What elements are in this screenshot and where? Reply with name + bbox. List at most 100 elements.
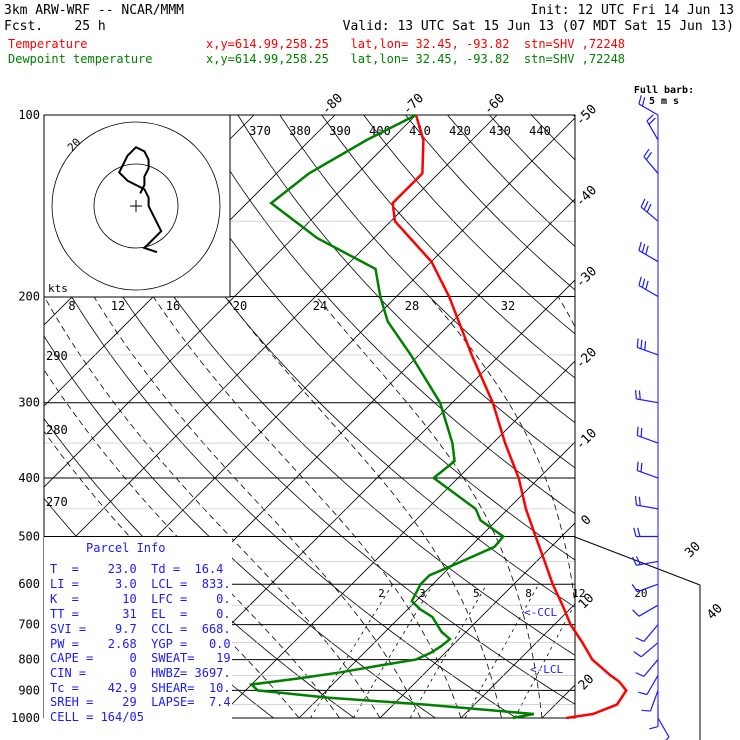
wind-barb-flag [649,725,659,730]
isotherm-line [44,115,336,407]
wind-barb [636,398,659,404]
wind-barb-flag [634,389,637,399]
pressure-tick-label: 300 [18,396,40,410]
parcel-row: SVI = 9.7 CCL = 668. [50,622,231,636]
isotherm-label: -40 [573,183,600,210]
wind-barb-flag [646,114,654,122]
pressure-tick-label: 500 [18,529,40,543]
mixing-ratio-label: 2 [378,587,385,600]
mixing-ratio-label: 20 [634,587,647,600]
hodograph-speed-label: 32 [501,299,515,313]
side-theta-label: 280 [46,423,68,437]
theta-label: 420 [449,124,471,138]
plot-frame [43,114,576,719]
mixing-ratio-label: 3 [419,587,426,600]
isotherm-line [44,115,498,569]
moist-adiabat-line [704,297,740,719]
parcel-row: T = 23.0 Td = 16.4 [50,562,223,576]
wind-barb [637,583,659,593]
wind-barb [636,504,659,510]
hodograph: 20 [43,114,231,298]
wind-barb [646,120,659,141]
sounding-traces [248,113,628,720]
wind-barb-flag [636,461,639,471]
isotherm-label: -80 [319,91,346,118]
wind-barb [649,690,659,712]
parcel-row: CIN = 0 HWBZ= 3697. [50,666,231,680]
mixing-ratio-label: 8 [525,587,532,600]
dewpoint-trace [248,113,535,720]
wind-barb [637,346,659,356]
wind-barb-flag [646,203,652,213]
dry-adiabat-line [699,115,740,718]
wind-barb [638,250,659,263]
theta-label: 430 [489,124,511,138]
mixing-ratio-line [464,584,540,718]
isotherm-line [0,115,11,718]
wind-barb [638,285,659,298]
parcel-row: TT = 31 EL = 0. [50,607,231,621]
lcl-annotation: <-LCL [530,663,563,676]
parcel-info-panel: Parcel Info T = 23.0 Td = 16.4 LI = 3.0 … [44,537,232,727]
wind-barb [643,624,659,642]
wind-barb-flag [643,148,650,157]
isotherm-label: -30 [573,264,600,291]
parcel-row: PW = 2.68 YGP = 0.0 [50,637,231,651]
parcel-row: Tc = 42.9 SHEAR= 10. [50,681,231,695]
mixing-ratio-line [310,583,393,718]
parcel-row: LI = 3.0 LCL = 833. [50,577,231,591]
dry-adiabat-line [153,115,575,561]
moist-adiabat-line [428,296,575,608]
isotherm-line [298,441,575,718]
legend-dewpoint-location: x,y=614.99,258.25 lat,lon= 32.45, -93.82… [206,52,625,66]
wind-barb [646,675,659,695]
wind-barb-flag [638,276,642,286]
wind-barb-flag [631,584,638,593]
pressure-tick-label: 800 [18,653,40,667]
wind-barb-flag [640,427,643,437]
wind-barb-flag [645,245,649,255]
theta-label: 440 [529,124,551,138]
parcel-row: SREH = 29 LAPSE= 7.4 [50,695,231,709]
wind-barb-flag [641,709,651,712]
moist-adiabat-line [44,368,340,718]
barb-legend-unit: 5 m s [649,96,679,107]
wind-barb [657,717,670,738]
legend-temperature: Temperature [8,37,87,51]
wind-barbs [631,95,670,740]
wind-barb-flag [645,151,653,160]
moist-adiabat-line [315,296,543,718]
isotherm-label: 20 [576,672,598,694]
wind-barb-flag [641,278,646,288]
side-temp-label: 30 [682,539,704,561]
hodograph-speed-label: 12 [111,299,125,313]
wind-barb-flag [645,280,649,290]
wind-barb-flag [631,556,637,566]
side-theta-label: 270 [46,495,68,509]
dry-adiabat-line [279,115,575,424]
wind-barb-flag [643,201,649,210]
dry-adiabat-line [531,115,575,161]
wind-barb-flag [635,672,645,677]
wind-barb [637,469,659,479]
wind-barb [640,206,659,222]
wind-barb [638,604,659,617]
kts-label: kts [48,282,68,295]
wind-barb-flag [638,390,641,400]
parcel-info-title: Parcel Info [86,541,165,555]
hodograph-ring-inner [93,163,179,249]
wind-barb [643,156,659,174]
dry-adiabat-line [615,115,740,718]
mixing-ratio-line [409,583,488,718]
hodograph-speed-label: 8 [68,299,75,313]
side-temp-label: 40 [704,601,726,623]
wind-barb-flag [648,117,656,125]
isotherm-label: -10 [573,426,600,453]
parcel-row: CELL = 164/05 [50,710,144,724]
temperature-trace [391,114,628,720]
dry-adiabat-line [657,115,740,718]
wind-barb-flag [640,198,646,208]
isotherm-line [379,522,575,718]
side-theta-label: 290 [46,349,68,363]
